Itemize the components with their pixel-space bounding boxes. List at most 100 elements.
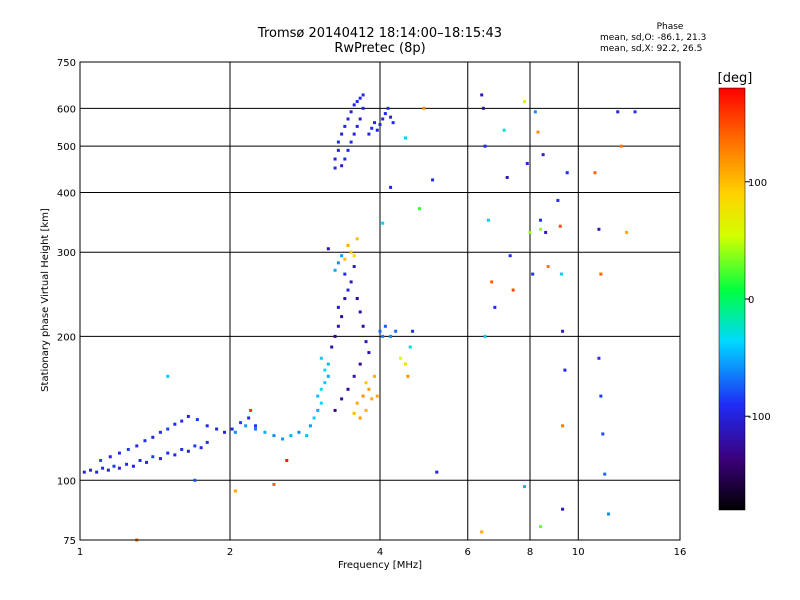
data-point <box>193 478 197 482</box>
data-point <box>285 458 289 462</box>
data-point <box>117 466 121 470</box>
data-point <box>533 110 537 114</box>
data-point <box>603 472 607 476</box>
chart-title-block: Tromsø 20140412 18:14:00–18:15:43 RwPret… <box>0 26 760 56</box>
y-axis-title: Stationary phase Virtual Height [km] <box>40 208 51 392</box>
data-point <box>186 414 190 418</box>
data-point <box>244 424 248 428</box>
data-point <box>355 100 359 104</box>
data-point <box>346 387 350 391</box>
x-tick-label: 2 <box>227 547 233 558</box>
data-point <box>355 401 359 405</box>
x-tick-label: 6 <box>465 547 471 558</box>
data-point <box>536 130 540 134</box>
data-point <box>135 444 139 448</box>
data-point <box>435 470 439 474</box>
data-point <box>511 288 515 292</box>
data-point <box>358 416 362 420</box>
data-point <box>336 305 340 309</box>
data-point <box>333 408 337 412</box>
x-tick-labels: 1 2 4 6 8 10 16 <box>77 547 687 558</box>
data-point <box>403 362 407 366</box>
data-point <box>343 297 347 301</box>
data-point <box>336 324 340 328</box>
data-point <box>145 460 149 464</box>
data-point <box>346 117 350 121</box>
data-point <box>340 397 344 401</box>
data-point <box>556 198 560 202</box>
data-point <box>249 408 253 412</box>
data-point <box>486 218 490 222</box>
x-tick-label: 4 <box>377 547 383 558</box>
data-point <box>391 121 395 125</box>
data-point <box>195 418 199 422</box>
data-point <box>616 110 620 114</box>
data-point <box>563 368 567 372</box>
data-point <box>394 329 398 333</box>
data-point <box>358 117 362 121</box>
data-point <box>166 374 170 378</box>
data-point <box>215 427 219 431</box>
data-point <box>431 178 435 182</box>
data-point <box>333 334 337 338</box>
data-point <box>597 356 601 360</box>
data-point <box>263 430 267 434</box>
data-point <box>95 470 99 474</box>
data-point <box>101 466 105 470</box>
data-point <box>272 434 276 438</box>
data-point <box>158 457 162 461</box>
data-point <box>375 128 379 132</box>
data-point <box>389 185 393 189</box>
data-point <box>336 261 340 265</box>
y-tick-label: 100 <box>57 476 76 487</box>
data-point <box>352 254 356 258</box>
data-point <box>483 334 487 338</box>
data-point <box>355 124 359 128</box>
phase-stats-o: mean, sd,O: -86.1, 21.3 <box>600 33 707 43</box>
data-point <box>106 468 110 472</box>
data-point <box>340 132 344 136</box>
data-point <box>319 356 323 360</box>
data-point <box>399 356 403 360</box>
y-tick-label: 600 <box>57 104 76 115</box>
data-point <box>158 430 162 434</box>
data-point <box>561 507 565 511</box>
data-point <box>326 247 330 251</box>
data-point <box>355 297 359 301</box>
data-point <box>422 106 426 110</box>
data-point <box>349 280 353 284</box>
data-point <box>186 449 190 453</box>
data-point <box>319 401 323 405</box>
data-point <box>406 374 410 378</box>
colorbar-tick-label: 100 <box>748 178 767 189</box>
y-tick-label: 400 <box>57 188 76 199</box>
data-point <box>364 381 368 385</box>
data-point <box>112 464 116 468</box>
data-point <box>375 394 379 398</box>
data-point <box>319 387 323 391</box>
data-point <box>364 408 368 412</box>
data-point <box>131 464 135 468</box>
colorbar-label: [deg] <box>718 71 753 86</box>
data-point <box>343 272 347 276</box>
data-point <box>173 422 177 426</box>
data-point <box>408 345 412 349</box>
data-point <box>272 482 276 486</box>
plot-frame <box>79 61 681 541</box>
data-point <box>361 394 365 398</box>
data-point <box>599 394 603 398</box>
data-point <box>352 103 356 107</box>
phase-stats-x: mean, sd,X: 92.2, 26.5 <box>600 44 703 54</box>
data-point <box>166 451 170 455</box>
colorbar-ticks: 100 0 -100 <box>745 178 771 423</box>
x-tick-label: 1 <box>77 547 83 558</box>
data-point <box>531 272 535 276</box>
data-point <box>358 96 362 100</box>
data-point <box>82 470 86 474</box>
data-point <box>417 207 421 211</box>
chart-subtitle: RwPretec (8p) <box>334 41 426 56</box>
data-point <box>316 408 320 412</box>
data-point <box>336 148 340 152</box>
data-point <box>523 100 527 104</box>
